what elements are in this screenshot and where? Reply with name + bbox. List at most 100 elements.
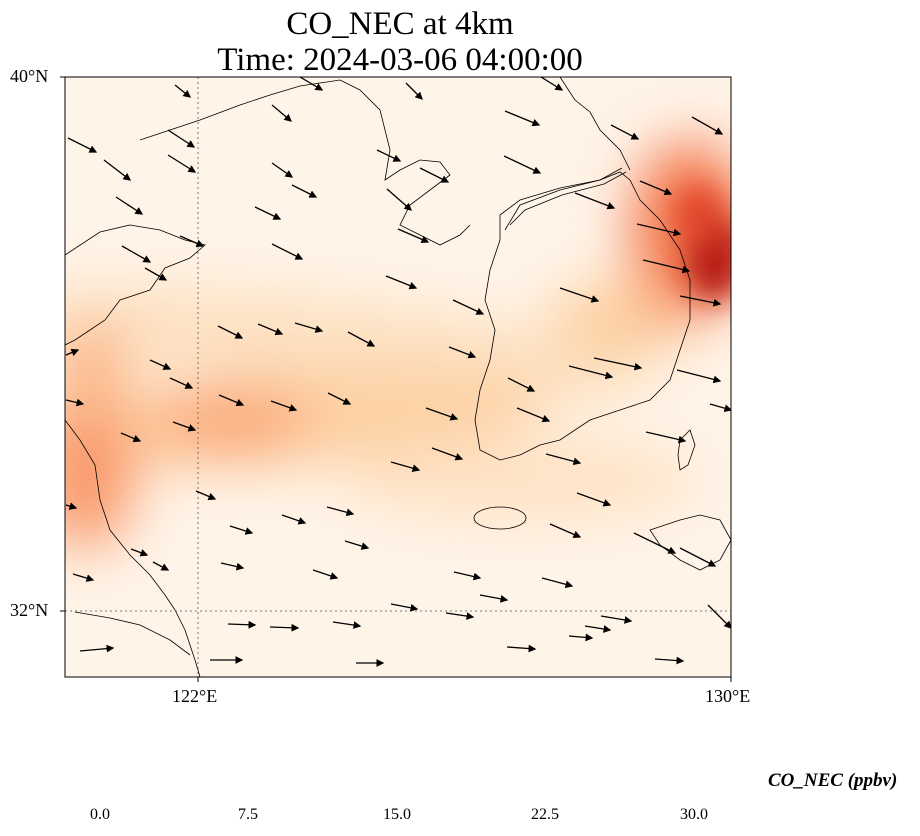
lon-label-130e: 130°E [705, 686, 751, 706]
wind-arrow [431, 447, 464, 461]
wind-arrow [448, 346, 477, 359]
wind-arrow [271, 162, 294, 178]
wind-arrow [294, 322, 324, 333]
wind-arrow [326, 506, 355, 517]
coastlines [65, 77, 731, 677]
colorbar-tick: 0.0 [90, 806, 110, 823]
wind-arrow [152, 561, 170, 571]
wind-arrow [254, 206, 282, 220]
wind-arrow [549, 523, 582, 538]
lat-label-32n: 32°N [10, 600, 49, 620]
wind-arrow [271, 104, 292, 122]
wind-arrow [291, 184, 318, 198]
wind-arrow [541, 577, 574, 589]
wind-arrow [390, 461, 421, 472]
wind-arrow [654, 656, 685, 665]
wind-arrow [679, 295, 722, 307]
colorbar-label: CO_NEC (ppbv) [768, 770, 898, 791]
wind-arrow [179, 235, 205, 247]
wind-arrow [270, 400, 298, 412]
wind-arrow [540, 77, 564, 91]
colorbar-tick: 15.0 [383, 806, 411, 823]
wind-arrow [593, 357, 643, 371]
wind-arrow [676, 369, 722, 384]
colorbar-tick: 22.5 [531, 806, 559, 823]
wind-vectors [65, 77, 731, 667]
map-title: CO_NEC at 4km [286, 6, 514, 42]
wind-arrow [707, 604, 731, 629]
wind-arrow [149, 359, 172, 370]
wind-arrow [574, 192, 616, 210]
wind-arrow [220, 562, 245, 571]
wind-arrow [65, 398, 85, 407]
wind-arrow [506, 644, 537, 653]
wind-arrow [385, 275, 418, 290]
lat-label-40n: 40°N [10, 66, 49, 86]
wind-arrow [504, 110, 541, 127]
wind-arrow [227, 620, 257, 629]
wind-arrow [174, 84, 192, 98]
wind-arrow [479, 594, 509, 603]
wind-arrow [218, 394, 245, 407]
wind-arrow [376, 149, 402, 162]
wind-arrow [610, 124, 640, 140]
wind-arrow [576, 492, 612, 507]
wind-arrow [516, 407, 551, 423]
wind-arrow [347, 331, 376, 347]
wind-arrow [120, 432, 142, 443]
wind-arrow [419, 167, 450, 183]
wind-arrow [332, 621, 362, 629]
wind-arrow [172, 421, 197, 432]
wind-arrow [633, 532, 677, 554]
wind-arrow [67, 137, 98, 153]
wind-arrow [397, 228, 430, 243]
wind-arrow [645, 431, 687, 444]
wind-arrow [257, 323, 284, 336]
colorbar-tick: 30.0 [680, 806, 708, 823]
wind-arrow [639, 180, 673, 196]
wind-arrow [130, 548, 149, 557]
wind-arrow [584, 625, 612, 633]
wind-arrow [281, 514, 307, 525]
wind-arrow [642, 259, 691, 274]
wind-arrow [453, 571, 482, 581]
wind-arrow [229, 525, 254, 535]
wind-arrow [121, 245, 152, 263]
wind-arrow [545, 453, 582, 466]
wind-arrow [327, 392, 352, 405]
wind-arrow [691, 116, 724, 135]
wind-arrow [386, 188, 412, 211]
wind-arrow [452, 299, 485, 315]
wind-arrow [507, 377, 536, 392]
wind-arrow [271, 243, 304, 260]
wind-arrow [72, 573, 95, 582]
wind-arrow [559, 287, 600, 303]
wind-arrow [167, 129, 196, 148]
wind-arrow [269, 623, 300, 632]
wind-arrow [217, 325, 244, 339]
wind-arrow [405, 82, 423, 100]
wind-arrow [568, 633, 594, 642]
wind-arrow [636, 223, 682, 237]
wind-arrow [312, 569, 339, 580]
lon-label-122e: 122°E [172, 686, 218, 706]
wind-arrow [103, 159, 132, 181]
wind-arrow [344, 540, 370, 550]
map-time: Time: 2024-03-06 04:00:00 [217, 42, 583, 78]
wind-arrow [445, 612, 475, 620]
concentration-field [65, 77, 731, 677]
wind-arrow [425, 407, 459, 421]
wind-arrow [299, 77, 324, 91]
wind-arrow [115, 196, 144, 215]
wind-arrow [79, 644, 115, 653]
wind-arrow [503, 155, 542, 174]
wind-arrow [65, 502, 78, 510]
wind-arrow [709, 403, 731, 412]
wind-arrow [144, 267, 168, 281]
gridlines [65, 77, 731, 677]
wind-arrow [169, 377, 194, 389]
map-frame [64, 76, 732, 678]
wind-arrow [600, 615, 633, 624]
wind-arrow [390, 603, 419, 612]
wind-arrow [568, 365, 614, 380]
